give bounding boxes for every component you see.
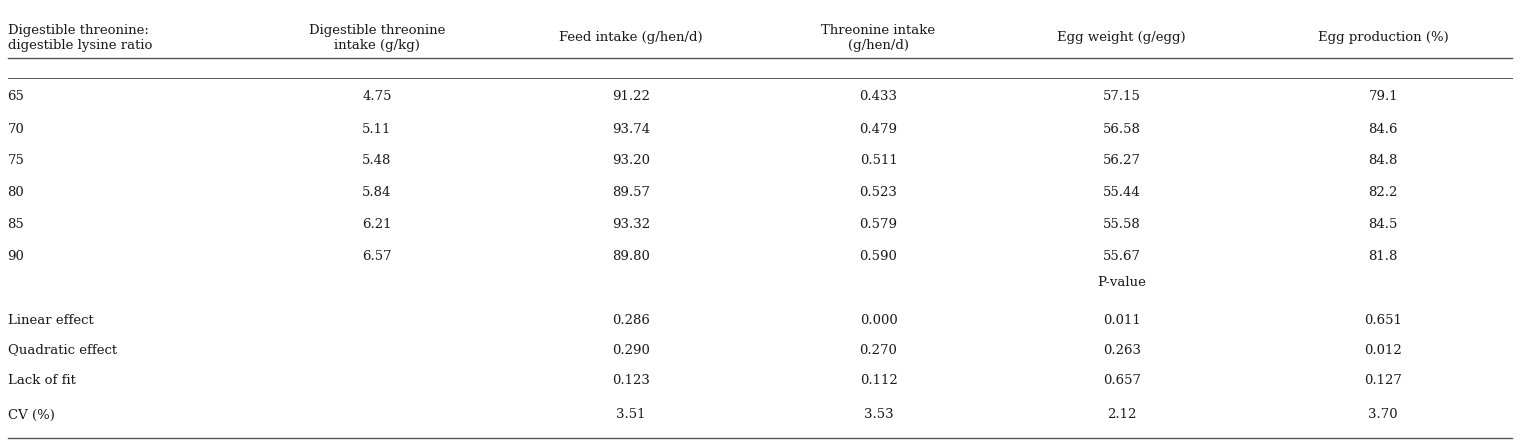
Text: 82.2: 82.2 [1368,187,1398,199]
Text: 89.57: 89.57 [611,187,649,199]
Text: 81.8: 81.8 [1368,251,1398,263]
Text: 0.511: 0.511 [860,155,897,168]
Text: 93.74: 93.74 [611,122,651,136]
Text: 55.67: 55.67 [1102,251,1140,263]
Text: 55.44: 55.44 [1104,187,1140,199]
Text: 65: 65 [8,91,24,103]
Text: 75: 75 [8,155,24,168]
Text: 6.57: 6.57 [362,251,392,263]
Text: 0.579: 0.579 [860,218,897,232]
Text: 93.32: 93.32 [611,218,651,232]
Text: 0.263: 0.263 [1102,343,1140,357]
Text: 56.27: 56.27 [1102,155,1140,168]
Text: CV (%): CV (%) [8,408,55,422]
Text: Threonine intake
(g/hen/d): Threonine intake (g/hen/d) [821,24,936,52]
Text: 0.651: 0.651 [1365,313,1401,327]
Text: 85: 85 [8,218,24,232]
Text: 80: 80 [8,187,24,199]
Text: 84.6: 84.6 [1368,122,1398,136]
Text: 0.127: 0.127 [1365,373,1401,386]
Text: 0.590: 0.590 [860,251,897,263]
Text: 0.112: 0.112 [860,373,897,386]
Text: 4.75: 4.75 [362,91,392,103]
Text: 93.20: 93.20 [611,155,649,168]
Text: P-value: P-value [1097,277,1146,290]
Text: 5.11: 5.11 [362,122,392,136]
Text: 90: 90 [8,251,24,263]
Text: Digestible threonine
intake (g/kg): Digestible threonine intake (g/kg) [309,24,445,52]
Text: 0.123: 0.123 [613,373,649,386]
Text: 91.22: 91.22 [613,91,649,103]
Text: 5.84: 5.84 [362,187,392,199]
Text: 56.58: 56.58 [1104,122,1140,136]
Text: 84.5: 84.5 [1368,218,1398,232]
Text: 79.1: 79.1 [1368,91,1398,103]
Text: 84.8: 84.8 [1368,155,1398,168]
Text: 5.48: 5.48 [362,155,392,168]
Text: 0.657: 0.657 [1102,373,1140,386]
Text: 0.012: 0.012 [1365,343,1401,357]
Text: 0.286: 0.286 [613,313,649,327]
Text: 3.70: 3.70 [1368,408,1398,422]
Text: 57.15: 57.15 [1104,91,1140,103]
Text: Egg weight (g/egg): Egg weight (g/egg) [1058,31,1186,45]
Text: 0.433: 0.433 [860,91,897,103]
Text: 70: 70 [8,122,24,136]
Text: 2.12: 2.12 [1107,408,1137,422]
Text: 0.523: 0.523 [860,187,897,199]
Text: Egg production (%): Egg production (%) [1318,31,1449,45]
Text: 3.53: 3.53 [863,408,894,422]
Text: Lack of fit: Lack of fit [8,373,76,386]
Text: 0.479: 0.479 [860,122,897,136]
Text: Digestible threonine:
digestible lysine ratio: Digestible threonine: digestible lysine … [8,24,152,52]
Text: 0.270: 0.270 [860,343,897,357]
Text: 3.51: 3.51 [616,408,646,422]
Text: Linear effect: Linear effect [8,313,93,327]
Text: Feed intake (g/hen/d): Feed intake (g/hen/d) [559,31,702,45]
Text: 0.290: 0.290 [613,343,649,357]
Text: 6.21: 6.21 [362,218,392,232]
Text: 0.000: 0.000 [860,313,897,327]
Text: Quadratic effect: Quadratic effect [8,343,117,357]
Text: 89.80: 89.80 [613,251,649,263]
Text: 55.58: 55.58 [1104,218,1140,232]
Text: 0.011: 0.011 [1104,313,1140,327]
